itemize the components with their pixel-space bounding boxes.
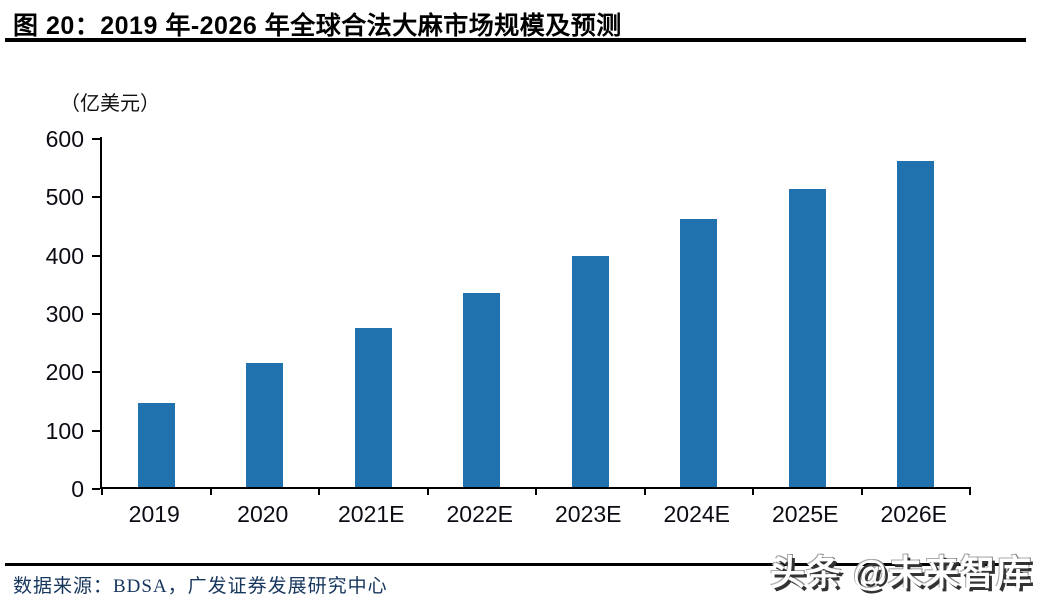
x-boundary-tick: [535, 487, 537, 495]
x-axis-labels: 2019 2020 2021E 2022E 2023E 2024E 2025E 2026E: [100, 501, 968, 531]
x-boundary-tick: [209, 487, 212, 495]
bar-2019: [137, 403, 175, 487]
bottom-divider: [5, 563, 1026, 566]
watermark: 头条 @未来智库: [770, 554, 1032, 593]
y-tick-label-400: 400: [45, 242, 84, 269]
y-tick-mark-400: [92, 254, 100, 257]
y-tick-label-600: 600: [45, 126, 84, 152]
x-tick-label-2019: 2019: [128, 501, 180, 527]
bar-2024E: [680, 219, 718, 487]
bar-2021E: [354, 327, 392, 487]
x-boundary-tick: [318, 487, 320, 495]
x-boundary-tick: [969, 487, 971, 495]
y-tick-label-100: 100: [45, 417, 84, 444]
x-tick-label-2022E: 2022E: [446, 501, 513, 527]
x-tick-label-2024E: 2024E: [663, 501, 730, 527]
x-tick-label-2026E: 2026E: [880, 501, 947, 527]
bar-2022E: [463, 292, 501, 487]
x-boundary-tick: [426, 487, 429, 495]
x-boundary-tick: [101, 487, 103, 495]
y-tick-mark-300: [92, 313, 100, 315]
source-line: 数据来源：BDSA，广发证券发展研究中心: [13, 576, 388, 597]
title-divider: [5, 38, 1026, 42]
x-tick-label-2023E: 2023E: [554, 501, 622, 527]
bar-2023E: [571, 256, 609, 487]
y-tick-label-0: 0: [71, 476, 84, 502]
bar-2025E: [788, 188, 826, 487]
y-axis-unit-label: （亿美元）: [60, 93, 160, 115]
y-tick-mark-600: [92, 138, 100, 140]
x-boundary-tick: [643, 487, 646, 495]
x-tick-label-2021E: 2021E: [337, 501, 405, 527]
x-tick-label-2025E: 2025E: [771, 501, 839, 527]
y-tick-label-500: 500: [45, 184, 84, 211]
figure-title: 图 20：2019 年-2026 年全球合法大麻市场规模及预测: [13, 12, 622, 40]
y-tick-mark-500: [92, 196, 100, 199]
y-tick-mark-200: [92, 371, 100, 374]
y-tick-label-300: 300: [45, 301, 84, 327]
plot-area: [100, 137, 971, 495]
x-boundary-tick: [860, 487, 863, 495]
x-boundary-tick: [752, 487, 754, 495]
bar-2026E: [897, 160, 935, 487]
y-axis: 0 100 200 300 400 500 600: [40, 126, 100, 502]
bar-2020: [246, 362, 284, 487]
x-tick-label-2020: 2020: [237, 501, 289, 527]
y-tick-label-200: 200: [45, 359, 84, 386]
y-tick-mark-100: [92, 429, 100, 432]
y-tick-mark-0: [92, 488, 100, 490]
